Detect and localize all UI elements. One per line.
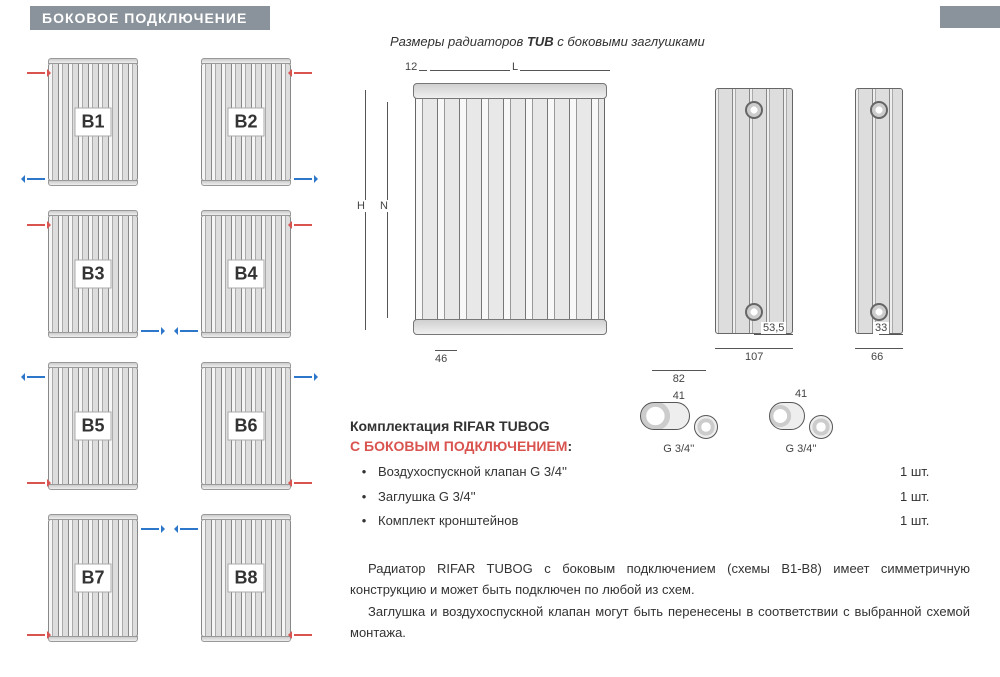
dim-53: 53,5 (761, 322, 786, 334)
spec-red-text: С БОКОВЫМ ПОДКЛЮЧЕНИЕМ (350, 438, 567, 454)
scheme-B2: B2 (183, 56, 309, 188)
hot-in-arrow-icon (27, 482, 45, 484)
hot-in-arrow-icon (27, 224, 45, 226)
scheme-B7: B7 (30, 512, 156, 644)
radiator-icon: B4 (201, 215, 291, 333)
spec-item: •Воздухоспускной клапан G 3/4''1 шт. (350, 460, 970, 485)
technical-drawings: L 12 H N 46 107 53,5 66 33 (345, 60, 985, 360)
dim-66: 66 (869, 351, 885, 363)
radiator-side-view-3col (715, 88, 793, 334)
subtitle-post: с боковыми заглушками (554, 34, 705, 49)
dim-107: 107 (743, 351, 765, 363)
radiator-icon: B1 (48, 63, 138, 181)
spec-item-text: Комплект кронштейнов (378, 509, 900, 534)
subtitle-bold: TUB (527, 34, 554, 49)
dim-46: 46 (433, 353, 449, 365)
bullet-icon: • (350, 460, 378, 485)
hot-in-arrow-icon (294, 224, 312, 226)
scheme-B4: B4 (183, 208, 309, 340)
radiator-side-view-2col (855, 88, 903, 334)
radiator-icon: B8 (201, 519, 291, 637)
spec-item-qty: 1 шт. (900, 509, 970, 534)
bullet-icon: • (350, 485, 378, 510)
radiator-icon: B6 (201, 367, 291, 485)
dim-line-46 (435, 350, 457, 351)
cold-out-arrow-icon (141, 528, 159, 530)
spec-item-qty: 1 шт. (900, 460, 970, 485)
cold-out-arrow-icon (180, 330, 198, 332)
scheme-label: B6 (227, 412, 264, 441)
cold-out-arrow-icon (180, 528, 198, 530)
cold-out-arrow-icon (27, 376, 45, 378)
spec-item-qty: 1 шт. (900, 485, 970, 510)
dim-line-33 (879, 334, 903, 335)
dim-82: 82 (640, 373, 718, 385)
connection-bolt-icon (870, 303, 888, 321)
hot-in-arrow-icon (294, 72, 312, 74)
radiator-icon: B5 (48, 367, 138, 485)
dim-41a: 41 (671, 390, 687, 402)
connection-bolt-icon (745, 303, 763, 321)
connection-bolt-icon (870, 101, 888, 119)
desc-p1: Радиатор RIFAR TUBOG с боковым подключен… (350, 558, 970, 601)
scheme-label: B1 (74, 108, 111, 137)
schemes-grid: B1 B2 B3 B4 B5 B6 B7 B8 (30, 56, 310, 644)
scheme-label: B2 (227, 108, 264, 137)
scheme-label: B7 (74, 564, 111, 593)
connection-bolt-icon (745, 101, 763, 119)
bullet-icon: • (350, 509, 378, 534)
scheme-B3: B3 (30, 208, 156, 340)
spec-title-pre: Комплектация (350, 418, 449, 434)
subtitle-pre: Размеры радиаторов (390, 34, 527, 49)
dim-line-82 (652, 370, 706, 371)
cold-out-arrow-icon (141, 330, 159, 332)
radiator-icon: B7 (48, 519, 138, 637)
dim-line-107 (715, 348, 793, 349)
radiator-icon: B2 (201, 63, 291, 181)
dim-H: H (355, 200, 367, 212)
cold-out-arrow-icon (27, 178, 45, 180)
scheme-label: B5 (74, 412, 111, 441)
scheme-label: B8 (227, 564, 264, 593)
spec-title: Комплектация RIFAR TUBOG (350, 418, 970, 434)
spec-item: •Заглушка G 3/4''1 шт. (350, 485, 970, 510)
scheme-B6: B6 (183, 360, 309, 492)
dim-N: N (378, 200, 390, 212)
specification-block: Комплектация RIFAR TUBOG С БОКОВЫМ ПОДКЛ… (350, 418, 970, 534)
spec-colon: : (567, 438, 572, 454)
desc-p2: Заглушка и воздухоспускной клапан могут … (350, 601, 970, 644)
dim-41b: 41 (769, 388, 833, 400)
header-stripe (940, 6, 1000, 28)
section-header: БОКОВОЕ ПОДКЛЮЧЕНИЕ (30, 6, 270, 30)
radiator-front-view (415, 90, 605, 328)
dim-12: 12 (403, 61, 419, 73)
radiator-icon: B3 (48, 215, 138, 333)
dim-line-53 (754, 334, 793, 335)
scheme-B1: B1 (30, 56, 156, 188)
dim-line-66 (855, 348, 903, 349)
description-block: Радиатор RIFAR TUBOG с боковым подключен… (350, 558, 970, 644)
scheme-B8: B8 (183, 512, 309, 644)
spec-item-text: Воздухоспускной клапан G 3/4'' (378, 460, 900, 485)
cold-out-arrow-icon (294, 178, 312, 180)
dim-L: L (510, 61, 520, 73)
hot-in-arrow-icon (27, 72, 45, 74)
scheme-label: B4 (227, 260, 264, 289)
hot-in-arrow-icon (27, 634, 45, 636)
scheme-B5: B5 (30, 360, 156, 492)
spec-subtitle: С БОКОВЫМ ПОДКЛЮЧЕНИЕМ: (350, 438, 970, 454)
cold-out-arrow-icon (294, 376, 312, 378)
spec-item: •Комплект кронштейнов1 шт. (350, 509, 970, 534)
spec-item-text: Заглушка G 3/4'' (378, 485, 900, 510)
subtitle: Размеры радиаторов TUB с боковыми заглуш… (390, 34, 705, 49)
scheme-label: B3 (74, 260, 111, 289)
dim-33: 33 (873, 322, 889, 334)
hot-in-arrow-icon (294, 482, 312, 484)
spec-title-brand: RIFAR TUBOG (453, 418, 549, 434)
hot-in-arrow-icon (294, 634, 312, 636)
